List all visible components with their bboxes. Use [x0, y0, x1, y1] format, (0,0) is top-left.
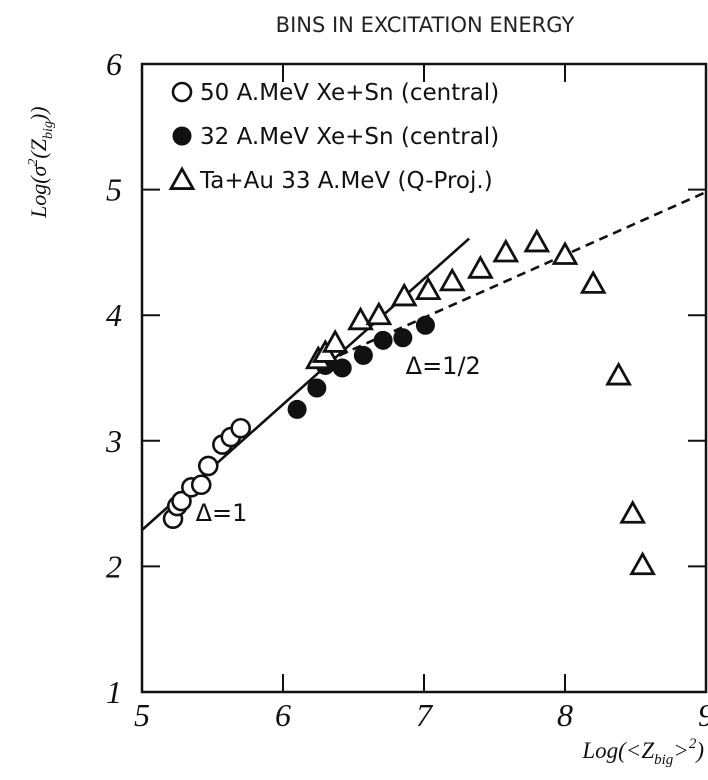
annotation-1: Δ=1/2: [406, 352, 481, 380]
legend-label-0: 50 A.MeV Xe+Sn (central): [200, 80, 499, 106]
point-s2-10: [523, 228, 551, 253]
x-label-close: ): [694, 738, 704, 763]
x-tick-label-1: 6: [275, 697, 291, 733]
y-label-sup: 2: [26, 159, 41, 166]
point-s2-5: [390, 282, 418, 307]
y-tick-label-5: 6: [106, 46, 122, 82]
y-label-main: Log(σ: [26, 164, 51, 219]
point-s1-6: [393, 328, 413, 348]
y-tick-label-3: 4: [106, 297, 122, 333]
legend-marker-1: [172, 126, 192, 146]
x-axis-label: Log(<Zbig>2): [581, 736, 704, 768]
legend-label-1: 32 A.MeV Xe+Sn (central): [200, 124, 499, 150]
point-s2-13: [605, 361, 632, 386]
point-s2-3: [347, 306, 374, 331]
point-s1-3: [332, 358, 352, 378]
x-tick-label-4: 9: [698, 697, 708, 733]
point-s2-14: [619, 499, 647, 524]
fit-line-dashed: [324, 190, 707, 363]
point-s2-4: [365, 301, 393, 326]
annotations: Δ=1 Δ=1/2: [196, 352, 481, 527]
x-label-tail: >: [673, 738, 689, 763]
point-s1-4: [353, 345, 373, 365]
tick-labels: 5 6 7 8 9 1 2 3 4 5 6: [105, 46, 708, 733]
legend-marker-2: [168, 166, 196, 190]
point-s1-5: [373, 330, 393, 350]
point-s2-8: [467, 254, 494, 279]
point-s1-0: [287, 399, 307, 419]
y-tick-label-2: 3: [105, 423, 122, 459]
x-label-sub: big: [654, 752, 674, 768]
y-axis-label: Log(σ2(Zbig)): [26, 106, 56, 219]
point-s1-1: [307, 378, 327, 398]
x-tick-label-2: 7: [416, 697, 434, 733]
y-tick-label-1: 2: [106, 548, 122, 584]
y-label-mid: (Z: [26, 138, 51, 158]
chart-title: BINS IN EXCITATION ENERGY: [276, 13, 575, 37]
data-points: [162, 228, 656, 576]
point-s0-4: [190, 474, 212, 496]
legend: 50 A.MeV Xe+Sn (central) 32 A.MeV Xe+Sn (…: [168, 80, 499, 194]
point-s2-12: [579, 269, 607, 294]
point-s0-2: [171, 490, 192, 512]
y-tick-label-0: 1: [106, 674, 122, 710]
x-label-sup: 2: [689, 736, 697, 752]
point-s2-6: [414, 276, 442, 301]
point-s2-9: [492, 238, 520, 263]
point-s2-7: [438, 267, 466, 292]
point-s0-8: [230, 417, 251, 439]
point-s2-2: [321, 328, 349, 353]
x-tick-label-0: 5: [134, 697, 150, 733]
point-s1-7: [415, 315, 435, 335]
y-label-sub: big: [41, 121, 56, 139]
y-label-close: )): [26, 106, 51, 123]
legend-marker-0: [171, 81, 193, 103]
x-label-main: Log(<Z: [581, 738, 654, 763]
point-s0-5: [197, 455, 219, 477]
axis-ticks: [141, 63, 707, 693]
x-tick-label-3: 8: [557, 697, 573, 733]
y-tick-label-4: 5: [106, 172, 122, 208]
legend-label-2: Ta+Au 33 A.MeV (Q-Proj.): [199, 168, 493, 194]
annotation-0: Δ=1: [196, 499, 248, 527]
point-s2-11: [551, 241, 579, 265]
point-s2-15: [629, 551, 656, 576]
